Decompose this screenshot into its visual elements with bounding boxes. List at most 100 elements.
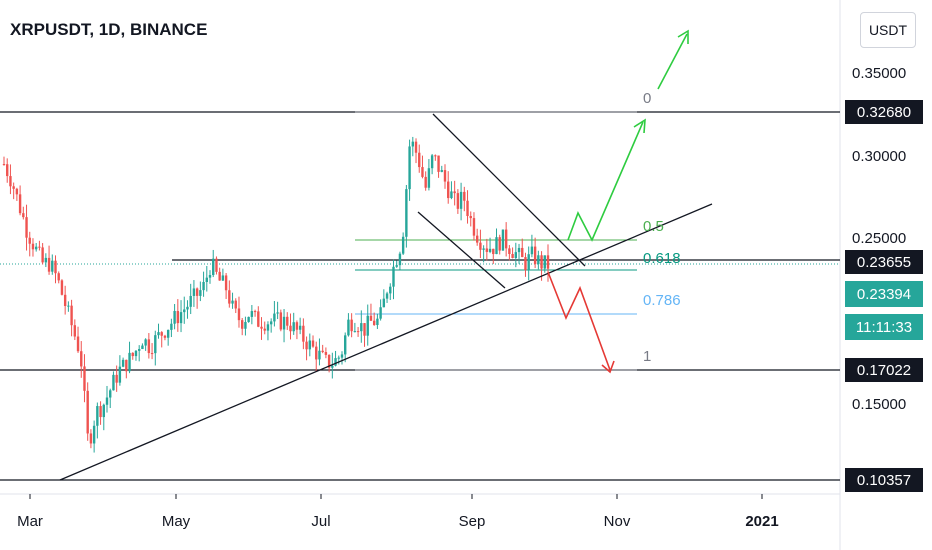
candle-up xyxy=(34,246,38,250)
bearish-projection[interactable] xyxy=(547,271,615,374)
price-label-level[interactable]: 0.32680 xyxy=(845,100,923,124)
bearish-path xyxy=(547,271,611,371)
candle-down xyxy=(540,255,543,269)
bullish-projection[interactable] xyxy=(567,29,689,242)
candle-up xyxy=(360,323,363,332)
candle-up xyxy=(430,155,434,169)
candle-up xyxy=(157,332,160,336)
candle-down xyxy=(414,141,418,153)
candle-down xyxy=(533,246,537,265)
candle-down xyxy=(150,353,154,355)
candle-up xyxy=(450,191,453,199)
candle-up xyxy=(376,318,379,326)
candle-up xyxy=(141,345,144,350)
candle-up xyxy=(96,406,99,426)
candle-down xyxy=(131,352,134,357)
x-tick-label: 2021 xyxy=(745,513,779,530)
descending-channel-lower xyxy=(417,211,506,289)
candle-down xyxy=(28,237,31,244)
bullish-arrowhead-near xyxy=(633,118,646,134)
candle-down xyxy=(302,325,305,342)
candle-up xyxy=(189,295,192,307)
candle-down xyxy=(83,366,86,391)
candle-up xyxy=(199,290,202,296)
candle-down xyxy=(289,325,292,332)
candle-up xyxy=(170,323,173,330)
candle-down xyxy=(321,350,324,353)
candle-down xyxy=(324,352,328,355)
candle-down xyxy=(224,275,228,291)
candle-up xyxy=(121,359,125,367)
candle-down xyxy=(73,325,77,337)
trendlines[interactable] xyxy=(59,113,713,481)
candle-down xyxy=(463,191,466,201)
candle-down xyxy=(54,260,57,274)
candle-up xyxy=(395,265,398,267)
candle-up xyxy=(202,281,205,291)
y-tick-label: 0.15000 xyxy=(852,396,907,413)
candle-up xyxy=(501,229,505,251)
ascending-trendline xyxy=(59,203,713,481)
candle-down xyxy=(241,320,244,329)
candle-up xyxy=(51,260,54,272)
y-tick-label: 0.25000 xyxy=(852,230,907,247)
time-axis-ticks xyxy=(29,494,763,499)
candle-down xyxy=(421,167,424,177)
candle-up xyxy=(385,293,389,299)
candle-down xyxy=(369,315,373,321)
candle-up xyxy=(340,354,344,358)
candle-down xyxy=(70,305,73,326)
candle-down xyxy=(22,213,25,218)
price-label-level[interactable]: 0.17022 xyxy=(845,358,923,382)
last-price-label[interactable]: 0.23394 xyxy=(845,281,923,307)
price-label-level[interactable]: 0.10357 xyxy=(845,468,923,492)
candle-down xyxy=(176,310,180,324)
candle-down xyxy=(89,433,93,444)
candle-down xyxy=(63,294,67,307)
candle-up xyxy=(144,339,147,346)
currency-button[interactable]: USDT xyxy=(860,12,916,48)
candle-down xyxy=(466,200,469,217)
candle-down xyxy=(472,218,476,236)
x-tick-label: Jul xyxy=(311,513,331,530)
candle-down xyxy=(521,247,524,258)
candle-up xyxy=(337,357,340,359)
candle-down xyxy=(6,164,9,177)
candle-down xyxy=(443,170,447,182)
x-tick-label: Mar xyxy=(17,513,43,530)
candle-up xyxy=(389,286,392,294)
candle-down xyxy=(57,273,60,281)
candle-up xyxy=(334,358,337,366)
candle-up xyxy=(154,335,157,354)
y-tick-label: 0.35000 xyxy=(852,65,907,82)
candle-down xyxy=(18,194,22,214)
bullish-path-far xyxy=(657,33,688,90)
candlestick-series xyxy=(2,136,550,453)
candle-up xyxy=(482,248,485,250)
price-label-level[interactable]: 0.23655 xyxy=(845,250,923,274)
x-tick-label: Nov xyxy=(603,513,631,530)
candle-up xyxy=(495,237,498,255)
candle-down xyxy=(327,354,331,368)
candle-up xyxy=(392,266,395,287)
fib-label-1: 1 xyxy=(643,348,652,365)
candle-up xyxy=(382,298,386,308)
candle-down xyxy=(279,312,283,330)
candle-up xyxy=(543,255,546,269)
candle-up xyxy=(102,404,105,418)
candle-up xyxy=(221,275,225,281)
candle-up xyxy=(166,329,170,338)
descending-channel-upper xyxy=(432,113,586,267)
candle-down xyxy=(469,216,472,219)
candle-down xyxy=(504,229,508,249)
horizontal-levels[interactable] xyxy=(0,111,840,481)
candle-down xyxy=(508,248,511,254)
candle-up xyxy=(134,350,138,357)
y-tick-label: 0.30000 xyxy=(852,148,907,165)
candle-down xyxy=(295,322,299,330)
candle-up xyxy=(401,236,405,254)
candle-up xyxy=(128,352,131,372)
candle-down xyxy=(424,176,427,188)
symbol-title[interactable]: XRPUSDT, 1D, BINANCE xyxy=(10,20,208,39)
